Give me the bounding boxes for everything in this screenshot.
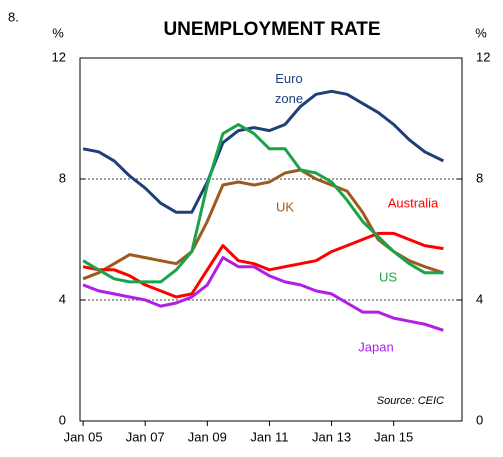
x-tick-label: Jan 05 <box>64 429 103 444</box>
plot-frame <box>79 57 463 422</box>
y-tick-label: 12 <box>52 49 66 64</box>
series-label: Japan <box>358 339 393 354</box>
series-line <box>82 256 444 332</box>
chart-number: 8. <box>8 9 19 24</box>
series-line <box>82 123 444 284</box>
x-tick-label: Jan 09 <box>188 429 227 444</box>
x-tick-label: Jan 11 <box>250 429 288 444</box>
series-label: UK <box>276 199 294 214</box>
x-tick-label: Jan 15 <box>374 429 413 444</box>
series-line <box>82 89 445 214</box>
chart-title: UNEMPLOYMENT RATE <box>163 19 380 40</box>
source-note: Source: CEIC <box>377 395 444 407</box>
series-label: Australia <box>388 195 439 210</box>
y2-tick-label: 4 <box>476 291 483 306</box>
series-label: US <box>379 269 397 284</box>
y-tick-label: 8 <box>59 170 66 185</box>
series-line <box>82 168 444 281</box>
series-line <box>82 231 444 299</box>
y-axis-label: % <box>52 25 64 40</box>
y2-axis-label: % <box>475 25 487 40</box>
series-label: Euro zone <box>275 71 303 106</box>
x-tick-label: Jan 07 <box>126 429 165 444</box>
y2-tick-label: 8 <box>476 170 483 185</box>
y2-tick-label: 0 <box>476 412 483 427</box>
y-tick-label: 4 <box>59 291 66 306</box>
y-tick-label: 0 <box>59 412 66 427</box>
y2-tick-label: 12 <box>476 49 490 64</box>
x-tick-label: Jan 13 <box>312 429 351 444</box>
